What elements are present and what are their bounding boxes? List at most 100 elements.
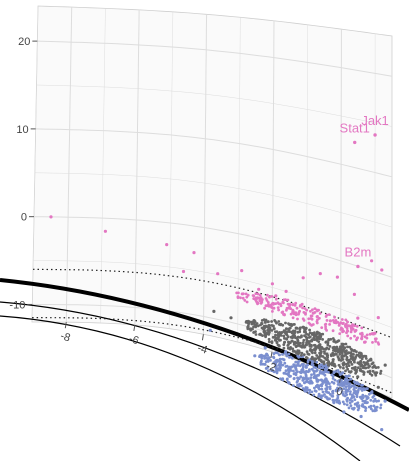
point-up [235,292,238,295]
point-down [281,364,284,367]
point-down [361,394,364,397]
point-ns [305,343,308,346]
point-down [305,386,308,389]
point-up [341,328,344,331]
point-ns [308,353,311,356]
point-down [353,380,356,383]
point-up [243,299,246,302]
point-up [296,318,299,321]
point-ns [323,362,326,365]
point-down [299,371,302,374]
point-down [287,368,290,371]
point-down [286,365,289,368]
point-ns [300,354,303,357]
point-down [348,407,351,410]
point-up [182,270,185,273]
point-up [374,340,377,343]
point-up [319,312,322,315]
point-down [363,388,366,391]
point-up [324,328,327,331]
point-ns [303,353,306,356]
point-ns [353,361,356,364]
point-annotated [353,141,356,144]
point-ns [314,352,317,355]
point-up [258,299,261,302]
point-down [336,399,339,402]
point-down [258,355,261,358]
point-down [277,367,280,370]
point-down [356,395,359,398]
point-down [322,391,325,394]
point-down [324,396,327,399]
point-ns [290,324,293,327]
point-ns [261,319,264,322]
point-up [310,324,313,327]
point-up [311,308,314,311]
point-down [313,372,316,375]
point-ns [299,336,302,339]
point-down [310,373,313,376]
point-up [335,319,338,322]
point-ns [332,358,335,361]
point-down [325,384,328,387]
point-ns [344,351,347,354]
point-down [356,381,359,384]
point-ns [353,349,356,352]
point-ns [299,342,302,345]
point-down [288,375,291,378]
point-up [265,297,268,300]
point-up [239,296,242,299]
point-ns [303,327,306,330]
point-ns [296,331,299,334]
point-down [272,356,275,359]
point-down [369,399,372,402]
point-up [275,298,278,301]
point-down [329,385,332,388]
point-up [346,329,349,332]
point-up [256,296,259,299]
point-ns [332,363,335,366]
point-up [370,259,373,262]
point-ns [302,344,305,347]
point-up [285,309,288,312]
point-ns [296,337,299,340]
point-ns [343,363,346,366]
point-ns [252,331,255,334]
point-down [341,372,344,375]
point-down [316,374,319,377]
point-ns [290,336,293,339]
point-ns [358,355,361,358]
point-up [301,307,304,310]
point-ns [321,338,324,341]
point-down [315,385,318,388]
point-ns [342,355,345,358]
point-ns [285,338,288,341]
point-down [373,394,376,397]
point-down [350,404,353,407]
point-down [368,406,371,409]
point-down [290,369,293,372]
point-down [349,390,352,393]
point-down [356,405,359,408]
point-down [350,378,353,381]
point-up [271,282,274,285]
point-ns [291,332,294,335]
point-down [357,389,360,392]
y-tick-label: 0 [21,212,27,224]
point-ns [338,353,341,356]
point-down [287,381,290,384]
point-down [366,396,369,399]
point-up [353,335,356,338]
point-ns [341,349,344,352]
point-up [341,318,344,321]
point-up [265,304,268,307]
point-ns [351,367,354,370]
point-ns [295,327,298,330]
x-tick [65,322,66,328]
point-down [279,377,282,380]
point-ns [276,341,279,344]
point-ns [308,329,311,332]
point-up [266,294,269,297]
x-tick-label: -4 [196,342,209,356]
point-ns [365,357,368,360]
